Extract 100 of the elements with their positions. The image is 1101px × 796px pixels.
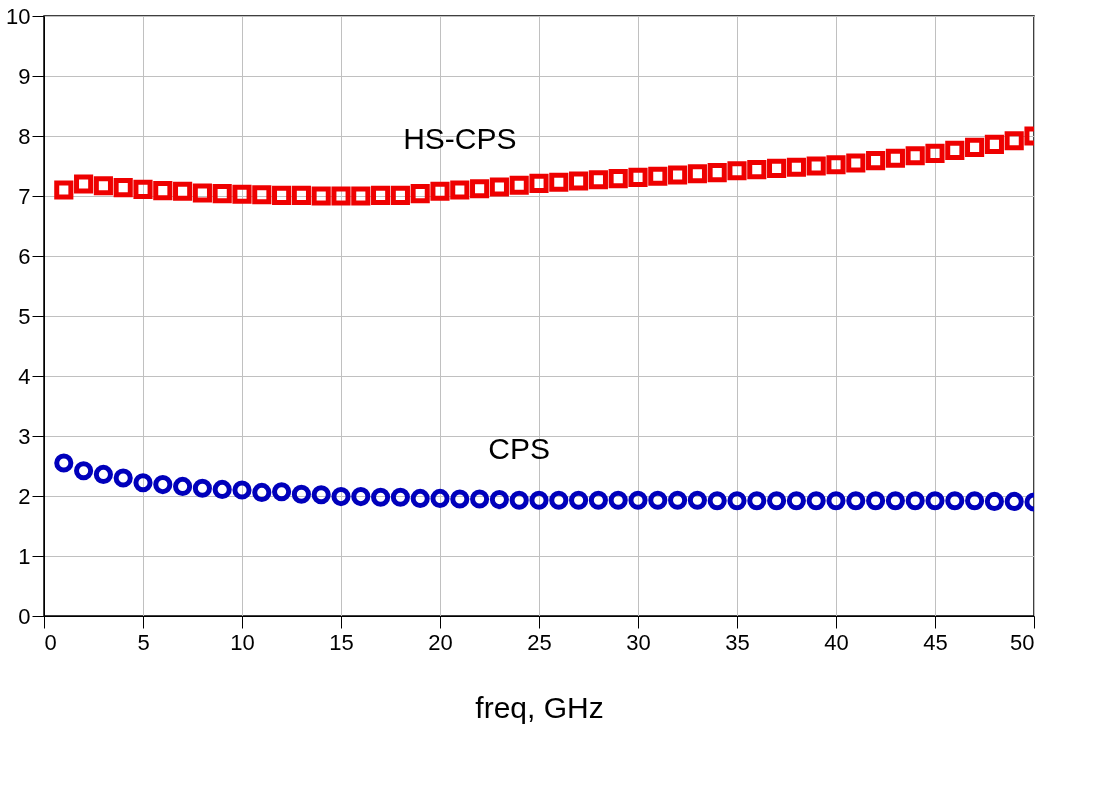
point bbox=[331, 186, 351, 206]
point bbox=[549, 490, 569, 510]
series-label: HS-CPS bbox=[403, 122, 517, 155]
point bbox=[747, 160, 767, 180]
point bbox=[628, 167, 648, 187]
point bbox=[648, 166, 668, 186]
point bbox=[866, 491, 886, 511]
point bbox=[608, 490, 628, 510]
point bbox=[846, 153, 866, 173]
point bbox=[588, 170, 608, 190]
point bbox=[74, 174, 94, 194]
point bbox=[371, 185, 391, 205]
point bbox=[786, 491, 806, 511]
point bbox=[925, 143, 945, 163]
x-tick-label: 50 bbox=[1010, 629, 1035, 655]
point bbox=[212, 479, 232, 499]
point bbox=[1004, 131, 1024, 151]
point bbox=[866, 151, 886, 171]
x-tick-label: 40 bbox=[824, 629, 849, 655]
point bbox=[232, 184, 252, 204]
point bbox=[747, 491, 767, 511]
point bbox=[767, 158, 787, 178]
point bbox=[826, 155, 846, 175]
point bbox=[232, 480, 252, 500]
point bbox=[212, 184, 232, 204]
point bbox=[945, 140, 965, 160]
point bbox=[509, 490, 529, 510]
point bbox=[153, 475, 173, 495]
point bbox=[786, 157, 806, 177]
point bbox=[628, 490, 648, 510]
point bbox=[390, 185, 410, 205]
x-axis-title: freq, GHz bbox=[475, 690, 604, 724]
point bbox=[687, 164, 707, 184]
y-tick-label: 10 bbox=[6, 3, 31, 29]
x-tick-label: 15 bbox=[329, 629, 354, 655]
point bbox=[668, 165, 688, 185]
point bbox=[93, 176, 113, 196]
point bbox=[450, 180, 470, 200]
point bbox=[489, 490, 509, 510]
y-tick-label: 5 bbox=[18, 303, 31, 329]
point bbox=[272, 482, 292, 502]
point bbox=[925, 491, 945, 511]
point bbox=[489, 177, 509, 197]
x-tick-label: 45 bbox=[923, 629, 948, 655]
point bbox=[945, 491, 965, 511]
x-tick-label: 30 bbox=[626, 629, 651, 655]
point bbox=[846, 491, 866, 511]
point bbox=[965, 491, 985, 511]
point bbox=[351, 487, 371, 507]
y-tick-label: 4 bbox=[18, 363, 31, 389]
point bbox=[826, 491, 846, 511]
point bbox=[54, 453, 74, 473]
y-tick-label: 6 bbox=[18, 243, 31, 269]
y-tick-label: 1 bbox=[18, 543, 31, 569]
point bbox=[984, 134, 1004, 154]
point bbox=[173, 181, 193, 201]
point bbox=[687, 490, 707, 510]
point bbox=[470, 179, 490, 199]
x-tick-label: 10 bbox=[230, 629, 255, 655]
point bbox=[272, 185, 292, 205]
point bbox=[291, 185, 311, 205]
point bbox=[608, 169, 628, 189]
point bbox=[767, 491, 787, 511]
point bbox=[252, 185, 272, 205]
point bbox=[569, 171, 589, 191]
point bbox=[351, 186, 371, 206]
point bbox=[905, 491, 925, 511]
point bbox=[727, 161, 747, 181]
point bbox=[1004, 491, 1024, 511]
y-tick-label: 8 bbox=[18, 123, 31, 149]
point bbox=[806, 156, 826, 176]
x-tick-label: 20 bbox=[428, 629, 453, 655]
point bbox=[410, 184, 430, 204]
point bbox=[727, 491, 747, 511]
x-tick-label: 25 bbox=[527, 629, 552, 655]
series-label: CPS bbox=[488, 432, 551, 466]
point bbox=[668, 490, 688, 510]
point bbox=[905, 146, 925, 166]
point bbox=[430, 181, 450, 201]
point bbox=[173, 476, 193, 496]
y-tick-label: 3 bbox=[18, 423, 31, 449]
point bbox=[588, 490, 608, 510]
y-tick-label: 0 bbox=[18, 603, 31, 629]
point bbox=[509, 175, 529, 195]
point bbox=[252, 482, 272, 502]
x-tick-label: 35 bbox=[725, 629, 750, 655]
point bbox=[648, 490, 668, 510]
point bbox=[93, 464, 113, 484]
y-tick-label: 7 bbox=[18, 183, 31, 209]
y-tick-label: 9 bbox=[18, 63, 31, 89]
point bbox=[291, 484, 311, 504]
point bbox=[54, 180, 74, 200]
point bbox=[153, 181, 173, 201]
point bbox=[113, 468, 133, 488]
point bbox=[390, 487, 410, 507]
point bbox=[113, 178, 133, 198]
x-tick-label: 5 bbox=[137, 629, 150, 655]
y-tick-label: 2 bbox=[18, 483, 31, 509]
point bbox=[529, 490, 549, 510]
point bbox=[192, 478, 212, 498]
